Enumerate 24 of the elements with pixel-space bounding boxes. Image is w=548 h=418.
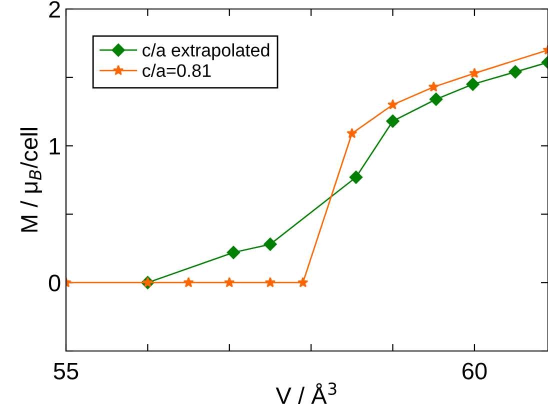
point: [346, 128, 358, 138]
x-axis-title: V / Å$^{3}$: [276, 382, 336, 404]
point: [224, 277, 235, 288]
point: [466, 78, 480, 91]
point: [183, 277, 194, 288]
point: [386, 114, 400, 128]
point: [264, 277, 276, 288]
point: [349, 170, 363, 184]
point: [428, 81, 439, 92]
point: [226, 246, 240, 260]
point: [298, 277, 308, 288]
point: [387, 99, 398, 110]
y-tick-label: 1: [50, 138, 60, 154]
y-axis-title: M / μ$_{B}$/cell: [20, 128, 42, 232]
legend-label: c/a extrapolated: [142, 43, 270, 60]
legend-label: c/a=0.81: [142, 64, 211, 78]
point: [508, 65, 522, 79]
point: [429, 92, 443, 106]
point: [469, 68, 480, 78]
point: [264, 238, 277, 251]
y-tick-label: 0: [48, 274, 60, 292]
x-tick-label: 60: [462, 362, 487, 380]
y-tick-label: 2: [49, 1, 60, 18]
x-tick-label: 55: [54, 362, 78, 380]
